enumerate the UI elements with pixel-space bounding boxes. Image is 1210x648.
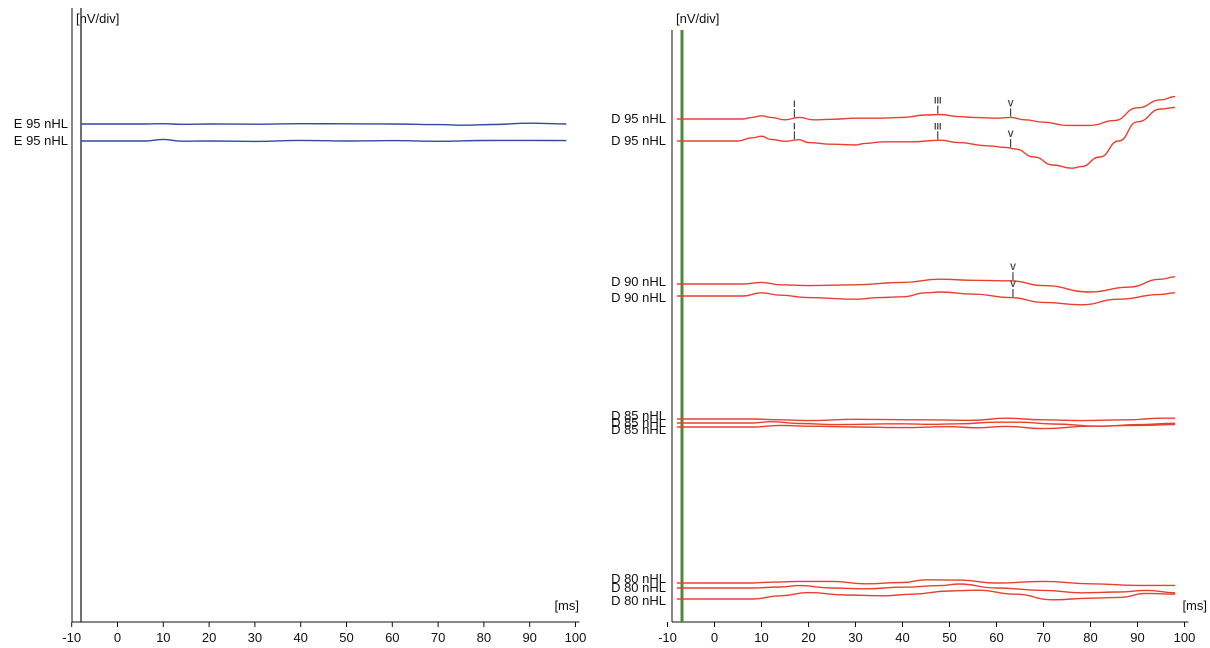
peak-label: III — [934, 121, 942, 131]
x-tick-label: 30 — [848, 630, 862, 645]
peak-label: III — [934, 96, 942, 106]
waveform-trace — [676, 589, 1176, 601]
x-tick-label: 0 — [711, 630, 718, 645]
x-tick-label: 40 — [895, 630, 909, 645]
x-tick-label: 100 — [1174, 630, 1196, 645]
x-tick-label: 90 — [522, 630, 536, 645]
trace-label: E 95 nHL — [14, 133, 68, 148]
waveform-trace — [80, 138, 567, 143]
x-tick-label: 90 — [1130, 630, 1144, 645]
peak-label: V — [1008, 98, 1014, 108]
x-tick-label: 20 — [801, 630, 815, 645]
waveform-trace — [676, 423, 1176, 430]
x-tick-label: 100 — [565, 630, 587, 645]
peak-label: V — [1010, 279, 1016, 289]
x-tick-label: 70 — [1036, 630, 1050, 645]
x-tick-label: 60 — [385, 630, 399, 645]
trace-label: D 80 nHL — [611, 580, 666, 595]
x-tick-label: 10 — [156, 630, 170, 645]
waveform-trace — [676, 291, 1176, 306]
peak-label: I — [793, 121, 796, 131]
x-unit-label: [ms] — [554, 598, 579, 613]
trace-label: D 95 nHL — [611, 111, 666, 126]
x-unit-label: [ms] — [1182, 598, 1207, 613]
x-tick-label: 80 — [477, 630, 491, 645]
trace-label: D 85 nHL — [611, 415, 666, 430]
x-tick-label: -10 — [62, 630, 81, 645]
waveform-trace — [676, 106, 1176, 169]
x-tick-label: 70 — [431, 630, 445, 645]
x-tick-label: 10 — [754, 630, 768, 645]
trace-label: D 85 nHL — [611, 408, 666, 423]
peak-label: V — [1010, 262, 1016, 272]
waveform-trace — [80, 122, 567, 126]
trace-label: D 80 nHL — [611, 571, 666, 586]
y-unit-label: [nV/div] — [76, 11, 119, 26]
trace-label: D 90 nHL — [611, 274, 666, 289]
waveform-trace — [676, 95, 1176, 127]
trace-label: D 80 nHL — [611, 593, 666, 608]
x-tick-label: 50 — [942, 630, 956, 645]
x-tick-label: 30 — [248, 630, 262, 645]
trace-label: E 95 nHL — [14, 116, 68, 131]
x-tick-label: 20 — [202, 630, 216, 645]
peak-label: I — [793, 99, 796, 109]
waveform-trace — [676, 579, 1176, 587]
waveform-trace — [676, 583, 1176, 594]
x-tick-label: 60 — [989, 630, 1003, 645]
x-tick-label: 50 — [339, 630, 353, 645]
x-tick-label: 40 — [293, 630, 307, 645]
trace-label: D 90 nHL — [611, 290, 666, 305]
trace-label: D 85 nHL — [611, 422, 666, 437]
waveform-trace — [676, 276, 1176, 293]
x-tick-label: 80 — [1083, 630, 1097, 645]
trace-label: D 95 nHL — [611, 133, 666, 148]
waveform-trace — [676, 417, 1176, 422]
y-unit-label: [nV/div] — [676, 11, 719, 26]
peak-label: V — [1008, 129, 1014, 139]
x-tick-label: -10 — [658, 630, 677, 645]
x-tick-label: 0 — [114, 630, 121, 645]
